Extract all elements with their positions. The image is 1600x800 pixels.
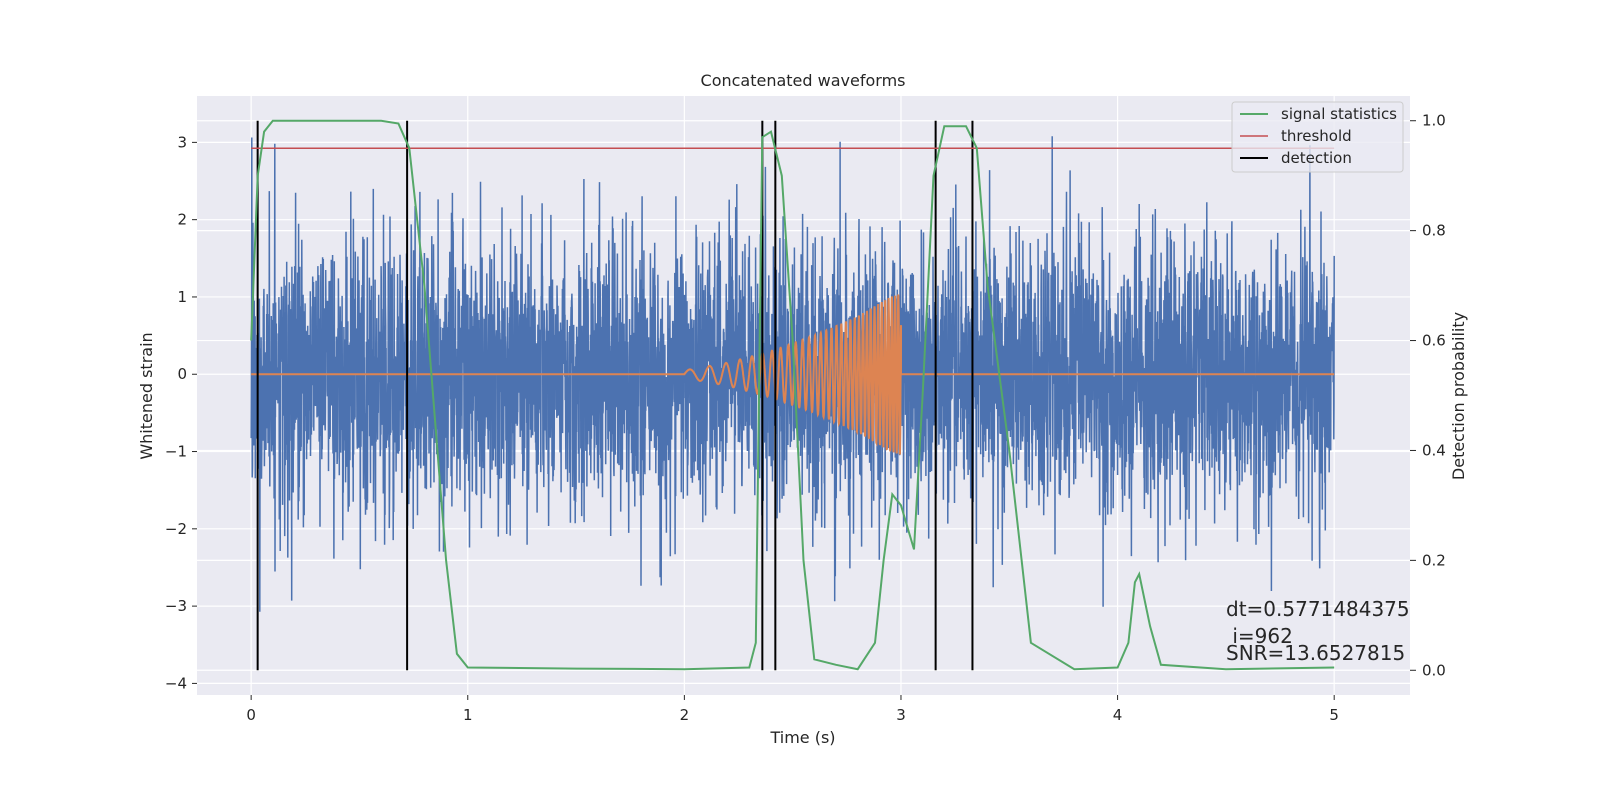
y2-tick-label: 0.2	[1422, 551, 1446, 569]
x-axis-label: Time (s)	[769, 728, 835, 747]
annotation-index: i=962	[1226, 624, 1293, 648]
y-tick-label: −4	[165, 674, 187, 692]
y-tick-label: 0	[177, 365, 187, 383]
legend-label-threshold: threshold	[1281, 127, 1352, 145]
x-tick-label: 4	[1113, 706, 1123, 724]
chart-title: Concatenated waveforms	[701, 71, 906, 90]
y-tick-label: 3	[177, 133, 187, 151]
y-tick-label: −2	[165, 520, 187, 538]
y2-tick-label: 1.0	[1422, 112, 1446, 130]
x-tick-label: 2	[680, 706, 690, 724]
annotation-snr: SNR=13.6527815	[1226, 641, 1405, 665]
y-tick-label: −1	[165, 443, 187, 461]
signal-statistics-line	[250, 119, 1335, 671]
y2-tick-label: 0.8	[1422, 222, 1446, 240]
detection-lines	[256, 120, 974, 671]
annotation-dt: dt=0.5771484375	[1226, 597, 1410, 621]
legend-label-detection: detection	[1281, 149, 1352, 167]
y2-tick-label: 0.0	[1422, 661, 1446, 679]
y2-ticks: 0.0 0.2 0.4 0.6 0.8 1.0	[1410, 112, 1446, 679]
legend: signal statistics threshold detection	[1231, 101, 1404, 173]
y2-tick-label: 0.4	[1422, 441, 1446, 459]
y2-axis-label: Detection probability	[1449, 312, 1468, 480]
x-tick-label: 1	[463, 706, 473, 724]
y-tick-label: 1	[177, 288, 187, 306]
y-tick-labels: −4 −3 −2 −1 0 1 2 3	[165, 133, 197, 692]
x-tick-label: 0	[246, 706, 256, 724]
x-tick-label: 3	[896, 706, 906, 724]
x-tick-labels: 0 1 2 3 4 5	[246, 695, 1339, 724]
injected-waveform-line	[251, 294, 1335, 455]
x-tick-label: 5	[1329, 706, 1339, 724]
legend-box	[1231, 101, 1404, 173]
y-tick-label: −3	[165, 597, 187, 615]
y-axis-label: Whitened strain	[137, 332, 156, 459]
y-tick-label: 2	[177, 211, 187, 229]
y2-tick-label: 0.6	[1422, 332, 1446, 350]
legend-label-signal-statistics: signal statistics	[1281, 105, 1397, 123]
